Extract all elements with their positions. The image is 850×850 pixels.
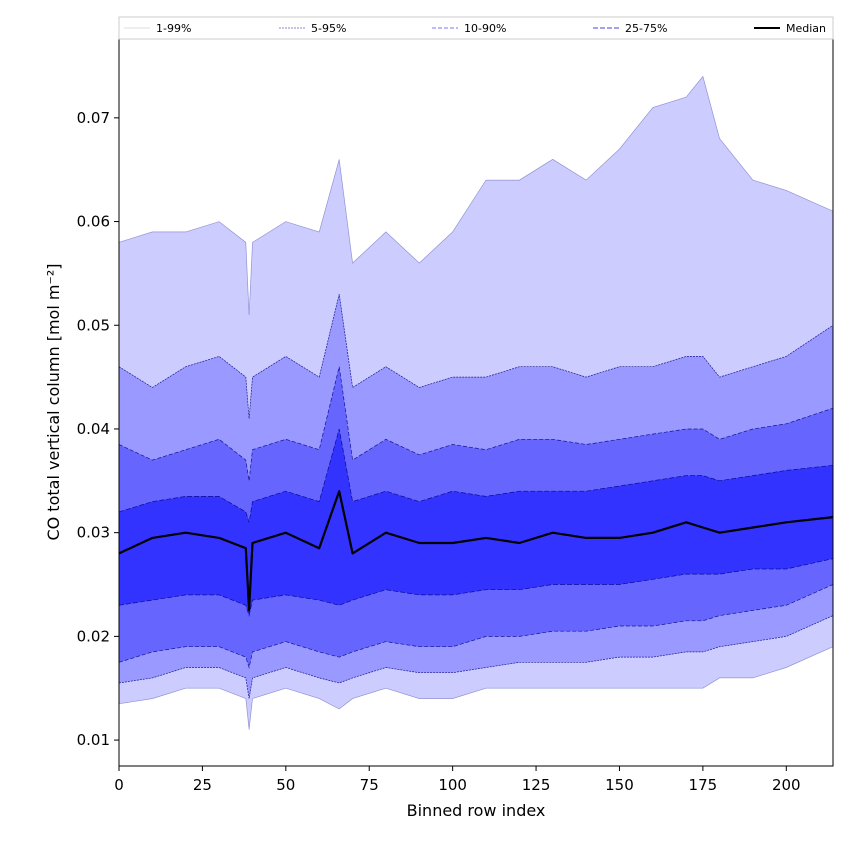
x-tick-label: 100 bbox=[438, 776, 467, 794]
y-tick-label: 0.06 bbox=[77, 213, 110, 231]
band-p5-95-lower-line bbox=[118, 615, 834, 699]
y-tick-label: 0.01 bbox=[77, 731, 110, 749]
x-tick-label: 150 bbox=[605, 776, 634, 794]
legend-label: 25-75% bbox=[625, 22, 667, 35]
band-p25-75-lower-line bbox=[118, 558, 834, 617]
y-axis-label: CO total vertical column [mol m⁻²] bbox=[44, 263, 63, 540]
y-tick-label: 0.07 bbox=[77, 109, 110, 127]
x-tick-label: 175 bbox=[689, 776, 718, 794]
band-p25-75-upper-line bbox=[118, 428, 834, 523]
legend-label: 10-90% bbox=[464, 22, 506, 35]
legend-box bbox=[118, 16, 834, 40]
band-p1-99-upper-line bbox=[118, 75, 834, 315]
band-p25-75 bbox=[119, 429, 833, 616]
legend-label: 5-95% bbox=[311, 22, 346, 35]
x-tick-label: 125 bbox=[522, 776, 551, 794]
x-tick-label: 200 bbox=[772, 776, 801, 794]
band-p5-95-upper-line bbox=[118, 294, 834, 419]
band-p10-90-lower-line bbox=[118, 584, 834, 669]
legend: 1-99% 5-95% 10-90% 25-75% Median bbox=[118, 16, 834, 40]
legend-label: 1-99% bbox=[156, 22, 191, 35]
band-p10-90-upper-line bbox=[118, 366, 834, 481]
y-tick-label: 0.05 bbox=[77, 316, 110, 334]
x-tick-label: 0 bbox=[114, 776, 124, 794]
x-tick-label: 25 bbox=[193, 776, 212, 794]
legend-label: Median bbox=[786, 22, 826, 35]
y-tick-label: 0.04 bbox=[77, 420, 110, 438]
y-tick-label: 0.02 bbox=[77, 627, 110, 645]
y-tick-label: 0.03 bbox=[77, 524, 110, 542]
x-tick-label: 75 bbox=[360, 776, 379, 794]
x-axis-label: Binned row index bbox=[407, 801, 546, 820]
median-layer bbox=[118, 490, 834, 612]
band-p1-99-lower-line bbox=[118, 646, 834, 730]
median-line bbox=[118, 490, 834, 612]
x-axis-ticks: 0 25 50 75 100 125 150 175 200 bbox=[114, 766, 801, 794]
x-tick-label: 50 bbox=[276, 776, 295, 794]
bands-layer bbox=[118, 75, 834, 730]
y-axis-ticks: 0.01 0.02 0.03 0.04 0.05 0.06 0.07 bbox=[77, 109, 119, 749]
